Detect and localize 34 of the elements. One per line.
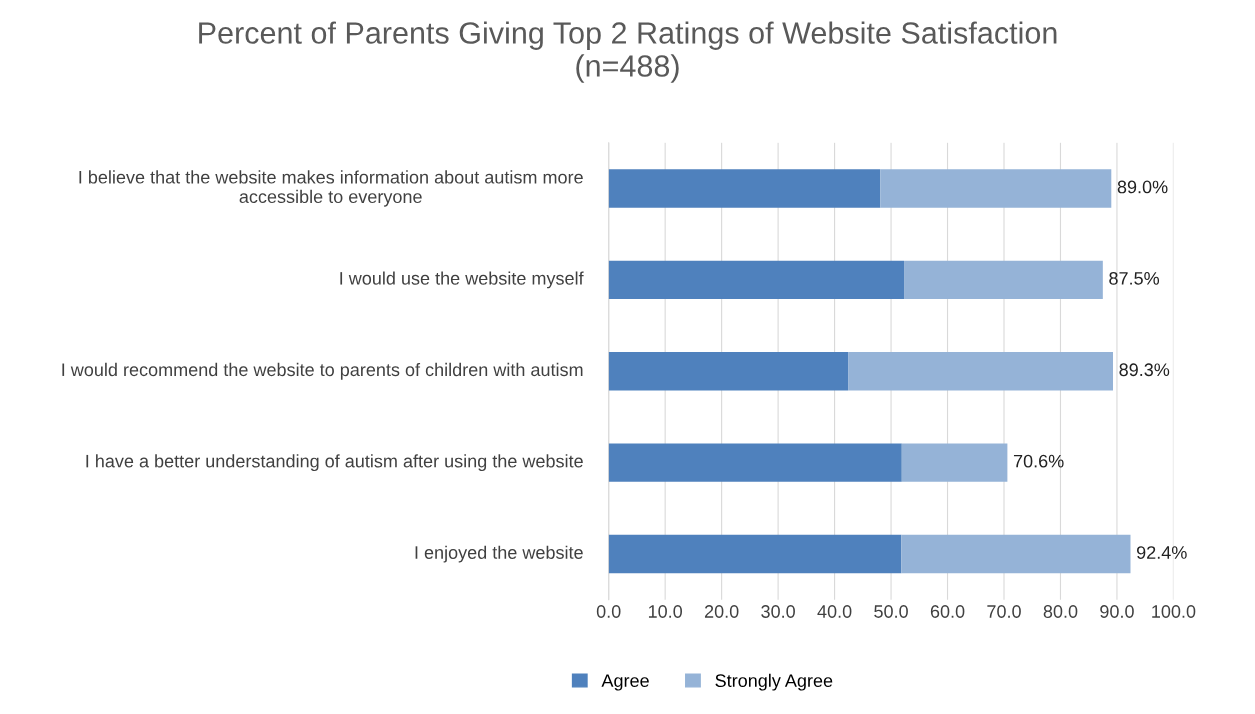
- x-tick-label: 0.0: [596, 605, 621, 618]
- bar: [901, 534, 1131, 574]
- bar: [608, 260, 905, 300]
- x-tick-label: 60.0: [930, 605, 965, 618]
- y-tick-label: I would use the website myself: [340, 271, 584, 289]
- y-tick-label: I have a better understanding of autism after using the website: [86, 454, 583, 472]
- x-tick-label: 70.0: [987, 605, 1021, 618]
- x-tick-label: 80.0: [1043, 605, 1078, 618]
- bar: [608, 169, 881, 208]
- y-tick-label: I believe that the website makes information about autism more accessible to everyone: [79, 170, 583, 207]
- total-label: 89.3%: [1119, 363, 1170, 377]
- chart-title: Percent of Parents Giving Top 2 Ratings of Website Satisfaction (n=488): [199, 21, 1057, 83]
- x-tick-label: 30.0: [761, 605, 795, 618]
- y-tick-label: I enjoyed the website: [415, 545, 583, 563]
- bar: [904, 260, 1103, 300]
- bar: [901, 443, 1008, 482]
- x-tick-label: 20.0: [704, 605, 739, 618]
- x-tick-label: 90.0: [1100, 605, 1134, 618]
- x-tick-label: 50.0: [874, 605, 908, 618]
- y-tick-label: I would recommend the website to parents of children with autism: [62, 362, 583, 380]
- legend-label: Strongly Agree: [715, 673, 833, 691]
- x-tick-label: 40.0: [817, 605, 852, 618]
- total-label: 70.6%: [1013, 454, 1064, 468]
- bar: [880, 169, 1112, 208]
- x-tick-label: 10.0: [648, 605, 683, 618]
- x-tick-label: 100.0: [1152, 605, 1196, 618]
- bar: [608, 352, 849, 391]
- total-label: 92.4%: [1137, 546, 1187, 559]
- bar: [608, 443, 902, 482]
- total-label: 87.5%: [1109, 271, 1160, 285]
- total-label: 89.0%: [1117, 180, 1168, 194]
- legend-label: Agree: [601, 674, 649, 691]
- bar: [848, 352, 1113, 391]
- bar: [608, 534, 902, 574]
